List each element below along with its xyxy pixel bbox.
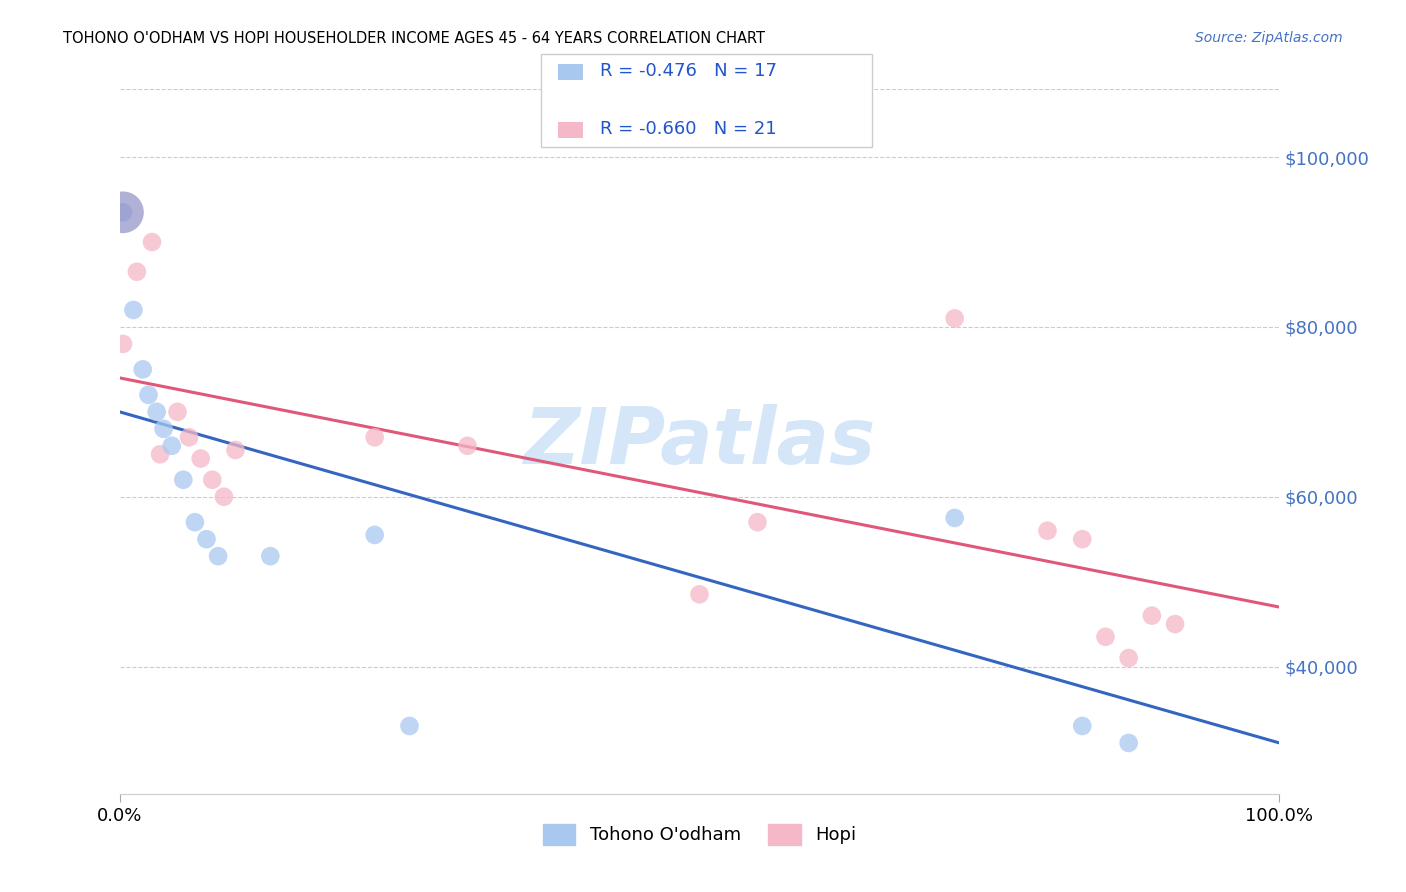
Point xyxy=(1071,719,1094,733)
Point xyxy=(398,719,420,733)
Text: R = -0.660   N = 21: R = -0.660 N = 21 xyxy=(600,120,778,138)
Point xyxy=(195,532,218,546)
Point xyxy=(689,587,711,601)
Point xyxy=(1140,608,1163,623)
Point xyxy=(363,528,385,542)
Point xyxy=(1094,630,1116,644)
Point xyxy=(747,515,769,529)
Point xyxy=(943,511,966,525)
Point xyxy=(225,443,247,458)
Point xyxy=(179,430,201,444)
Point xyxy=(160,439,183,453)
Point xyxy=(1071,532,1094,546)
Point xyxy=(111,337,134,351)
Point xyxy=(456,439,478,453)
Point xyxy=(149,447,172,461)
Point xyxy=(1118,736,1140,750)
Point xyxy=(111,205,134,219)
Text: R = -0.476   N = 17: R = -0.476 N = 17 xyxy=(600,62,778,80)
Text: TOHONO O'ODHAM VS HOPI HOUSEHOLDER INCOME AGES 45 - 64 YEARS CORRELATION CHART: TOHONO O'ODHAM VS HOPI HOUSEHOLDER INCOM… xyxy=(63,31,765,46)
Point xyxy=(363,430,385,444)
Point xyxy=(141,235,163,249)
Point xyxy=(1164,617,1187,632)
Point xyxy=(125,265,148,279)
Point xyxy=(138,388,160,402)
Point xyxy=(184,515,207,529)
Point xyxy=(145,405,167,419)
Point xyxy=(259,549,281,563)
Point xyxy=(1118,651,1140,665)
Point xyxy=(207,549,229,563)
Point xyxy=(166,405,188,419)
Point xyxy=(1036,524,1059,538)
Point xyxy=(190,451,212,466)
Point xyxy=(201,473,224,487)
Point xyxy=(943,311,966,326)
Legend: Tohono O'odham, Hopi: Tohono O'odham, Hopi xyxy=(536,816,863,852)
Point xyxy=(152,422,174,436)
Text: Source: ZipAtlas.com: Source: ZipAtlas.com xyxy=(1195,31,1343,45)
Point xyxy=(172,473,194,487)
Point xyxy=(111,205,134,219)
Point xyxy=(132,362,155,376)
Text: ZIPatlas: ZIPatlas xyxy=(523,403,876,480)
Point xyxy=(122,302,145,317)
Point xyxy=(212,490,235,504)
